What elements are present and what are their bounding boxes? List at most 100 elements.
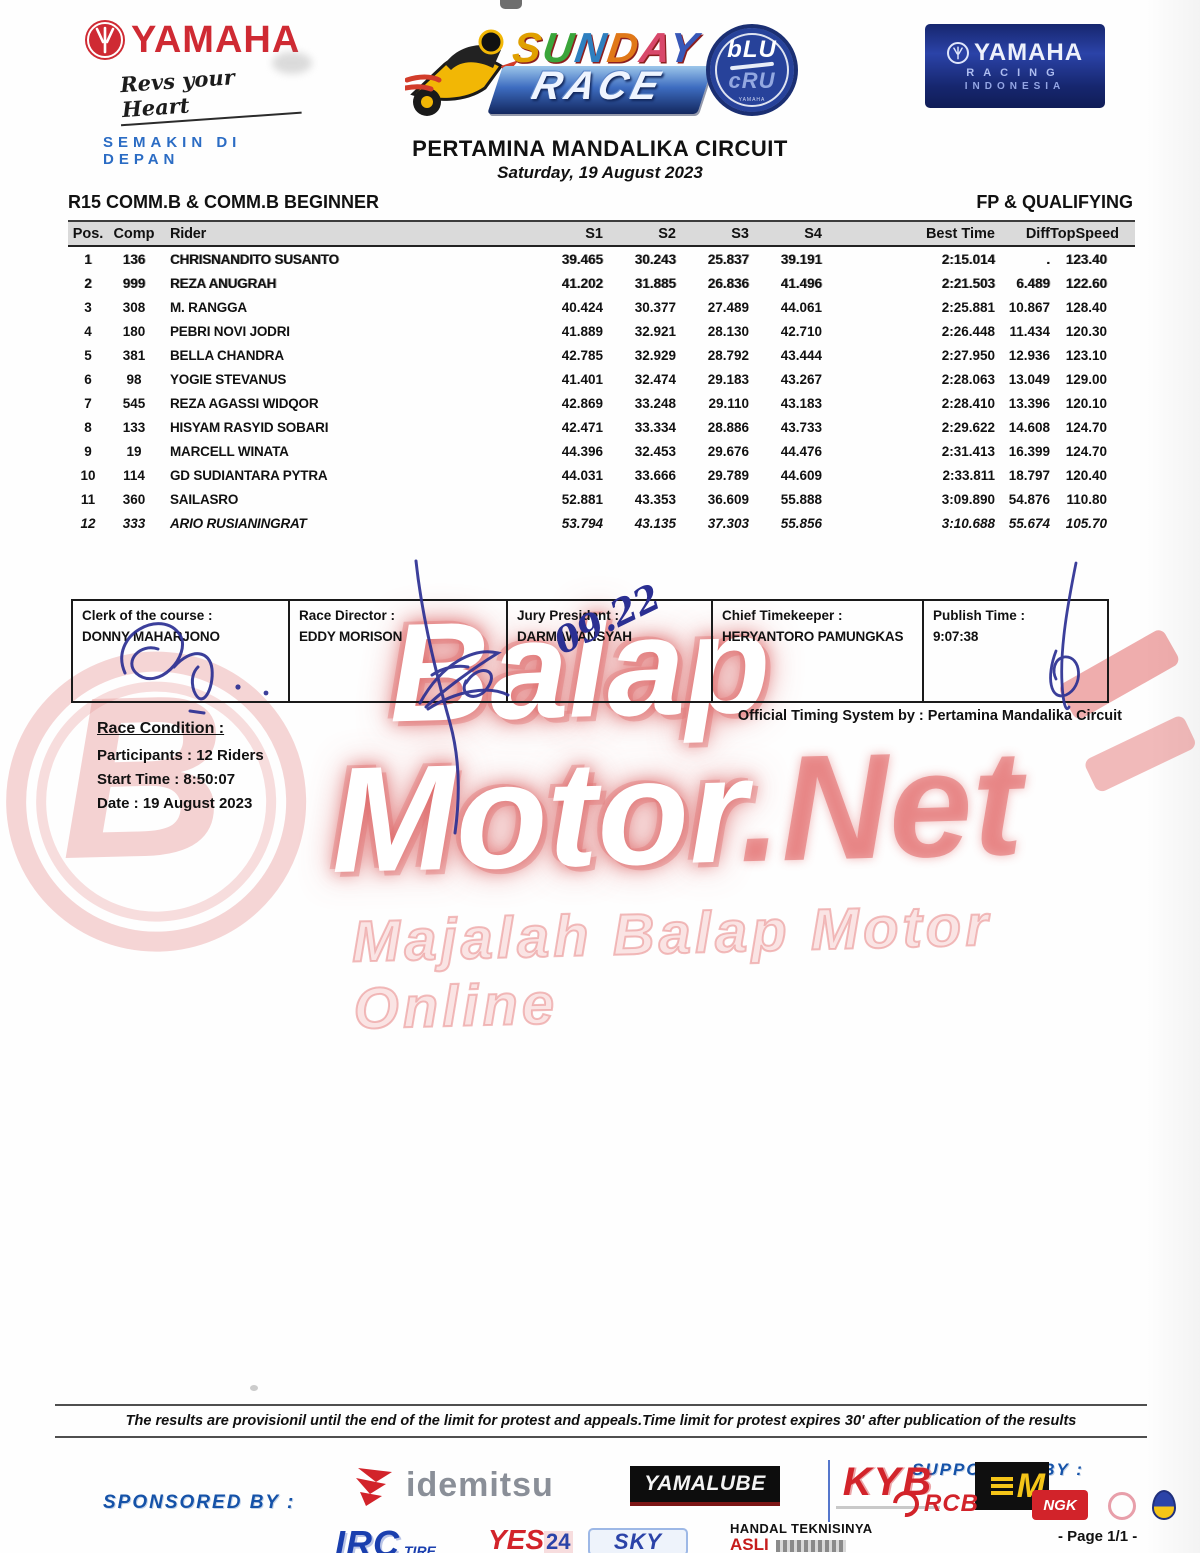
irc-wordmark: IRC bbox=[335, 1523, 400, 1553]
cell-topspeed: 120.40 bbox=[1065, 467, 1107, 483]
rcb-wordmark: RCB bbox=[924, 1490, 979, 1517]
cell-s4: 44.609 bbox=[780, 467, 822, 483]
table-row: 7 545 REZA AGASSI WIDQOR 42.869 33.248 29.110… bbox=[68, 391, 1135, 415]
rcb-logo: RCB bbox=[887, 1485, 979, 1523]
cell-diff: . bbox=[1046, 251, 1050, 267]
idemitsu-logo: idemitsu bbox=[352, 1462, 554, 1508]
col-header-s1: S1 bbox=[585, 225, 603, 242]
cell-best-time: 2:27.950 bbox=[941, 347, 995, 363]
handal-noise-bar bbox=[776, 1540, 847, 1553]
blu-cru-logo: bLU cRU YAMAHA bbox=[706, 24, 798, 116]
blu-text: bLU bbox=[727, 35, 777, 63]
cell-rider: PEBRI NOVI JODRI bbox=[170, 323, 290, 339]
table-header-row: Pos. Comp Rider S1 S2 S3 S4 Best Time Di… bbox=[68, 220, 1135, 247]
cell-s2: 31.885 bbox=[634, 275, 676, 291]
cell-best-time: 2:21.503 bbox=[941, 275, 995, 291]
cell-diff: 11.434 bbox=[1009, 323, 1050, 339]
cell-s1: 42.471 bbox=[561, 419, 603, 435]
table-row: 2 999 REZA ANUGRAH 41.202 31.885 26.836 41.496… bbox=[68, 271, 1135, 295]
race-condition-participants: Participants : 12 Riders bbox=[97, 747, 264, 764]
racing-text: RACING bbox=[966, 66, 1064, 79]
cell-s1: 52.881 bbox=[561, 491, 603, 507]
cell-best-time: 2:28.410 bbox=[941, 395, 995, 411]
motorcycle-icon bbox=[405, 29, 519, 116]
cell-best-time: 2:33.811 bbox=[942, 467, 995, 483]
official-cell: Publish Time : 9:07:38 bbox=[924, 601, 1107, 701]
sponsored-by-label: SPONSORED BY : bbox=[103, 1492, 296, 1513]
cell-pos: 8 bbox=[84, 419, 92, 435]
official-cell: Chief Timekeeper : HERYANTORO PAMUNGKAS bbox=[713, 601, 924, 701]
cell-diff: 13.049 bbox=[1008, 371, 1050, 387]
cell-pos: 10 bbox=[80, 467, 96, 483]
official-role-label: Chief Timekeeper : bbox=[722, 608, 843, 623]
yamaha-racing-wordmark: YAMAHA bbox=[973, 38, 1084, 66]
blucru-yamaha-mark: YAMAHA bbox=[738, 96, 766, 103]
cell-s4: 44.476 bbox=[780, 443, 822, 459]
cell-s2: 43.135 bbox=[634, 515, 676, 531]
cell-s3: 29.110 bbox=[708, 395, 749, 411]
session-title: FP & QUALIFYING bbox=[976, 192, 1133, 212]
cell-s3: 25.837 bbox=[707, 251, 749, 267]
watermark-tagline: Majalah Balap Motor Online bbox=[350, 892, 993, 1043]
handal-asli-text: ASLI bbox=[730, 1535, 769, 1553]
cell-topspeed: 129.00 bbox=[1065, 371, 1107, 387]
cell-s3: 29.183 bbox=[707, 371, 749, 387]
cell-rider: ARIO RUSIANINGRAT bbox=[170, 515, 307, 531]
watermark-line2: Motor.Net bbox=[328, 718, 1024, 904]
col-header-pos: Pos. bbox=[72, 225, 104, 242]
cell-s3: 26.836 bbox=[707, 275, 749, 291]
yes-24-text: 24 bbox=[544, 1529, 573, 1553]
results-table: Pos. Comp Rider S1 S2 S3 S4 Best Time Di… bbox=[68, 220, 1135, 535]
official-role-label: Publish Time : bbox=[933, 608, 1026, 623]
cell-comp: 98 bbox=[126, 371, 142, 387]
col-header-s2: S2 bbox=[658, 225, 676, 242]
cell-topspeed: 123.10 bbox=[1065, 347, 1107, 363]
cell-rider: SAILASRO bbox=[170, 491, 239, 507]
cell-diff: 14.608 bbox=[1008, 419, 1050, 435]
cell-s1: 53.794 bbox=[561, 515, 603, 531]
cell-best-time: 2:31.413 bbox=[941, 443, 995, 459]
irc-tire-logo: IRC TIRE bbox=[335, 1526, 436, 1553]
cru-text: cRU bbox=[728, 67, 776, 93]
scan-dot bbox=[250, 1385, 258, 1391]
cell-s2: 32.453 bbox=[634, 443, 676, 459]
cell-pos: 1 bbox=[84, 251, 92, 267]
page-number: - Page 1/1 - bbox=[1058, 1528, 1138, 1545]
table-row: 11 360 SAILASRO 52.881 43.353 36.609 55.888 3:0… bbox=[68, 487, 1135, 511]
table-row: 4 180 PEBRI NOVI JODRI 41.889 32.921 28.130 42… bbox=[68, 319, 1135, 343]
cell-best-time: 2:25.881 bbox=[941, 299, 995, 315]
cell-s3: 28.130 bbox=[707, 323, 749, 339]
race-class-title: R15 COMM.B & COMM.B BEGINNER bbox=[68, 192, 380, 212]
cell-rider: MARCELL WINATA bbox=[170, 443, 289, 459]
cell-s3: 29.789 bbox=[707, 467, 749, 483]
col-header-s4: S4 bbox=[804, 225, 822, 242]
official-role-label: Jury President : bbox=[517, 608, 620, 623]
cell-diff: 12.936 bbox=[1008, 347, 1050, 363]
cell-pos: 6 bbox=[84, 371, 92, 387]
cell-diff: 54.876 bbox=[1008, 491, 1050, 507]
idemitsu-flame-icon bbox=[356, 1468, 392, 1506]
cell-rider: REZA ANUGRAH bbox=[170, 275, 277, 291]
cell-s2: 32.929 bbox=[634, 347, 676, 363]
scan-artifact bbox=[500, 0, 522, 9]
cell-s1: 44.396 bbox=[561, 443, 603, 459]
officials-table: Clerk of the course : DONNY MAHARJONO Race… bbox=[71, 599, 1109, 703]
cell-diff: 16.399 bbox=[1008, 443, 1050, 459]
official-name: 9:07:38 bbox=[933, 629, 979, 644]
cell-s1: 44.031 bbox=[561, 467, 603, 483]
kyb-wordmark: KYB bbox=[842, 1460, 934, 1504]
cell-best-time: 3:09.890 bbox=[941, 491, 995, 507]
cell-s1: 41.202 bbox=[561, 275, 603, 291]
indonesia-text: INDONESIA bbox=[964, 80, 1066, 92]
scan-smudge bbox=[272, 52, 312, 74]
yes24-logo: YES 24 bbox=[488, 1526, 573, 1553]
official-role-label: Race Director : bbox=[299, 608, 396, 623]
table-row: 9 19 MARCELL WINATA 44.396 32.453 29.676 44.47… bbox=[68, 439, 1135, 463]
semakin-di-depan-text: SEMAKIN DI DEPAN bbox=[103, 134, 242, 168]
yamaha-wordmark: YAMAHA bbox=[131, 19, 301, 61]
cell-rider: BELLA CHANDRA bbox=[170, 347, 284, 363]
cell-topspeed: 120.10 bbox=[1065, 395, 1107, 411]
table-row: 1 136 CHRISNANDITO SUSANTO 39.465 30.243 25.8… bbox=[68, 247, 1135, 271]
col-header-best-time: Best Time bbox=[925, 225, 995, 242]
